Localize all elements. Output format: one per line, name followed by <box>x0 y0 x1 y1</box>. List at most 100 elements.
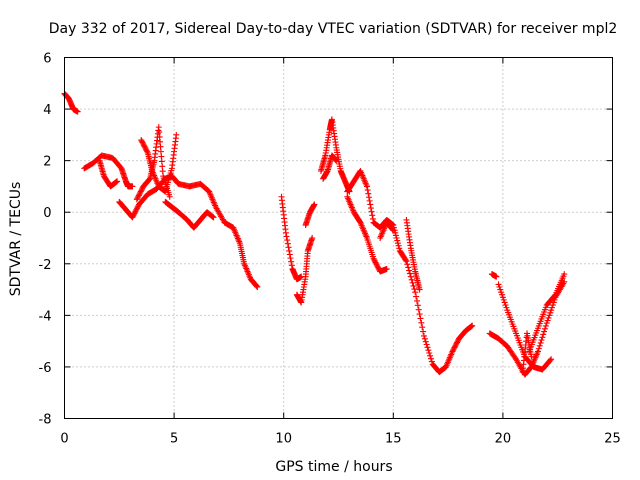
y-axis-title: SDTVAR / TECUs <box>8 182 24 297</box>
data-point <box>140 142 147 149</box>
data-point <box>541 328 548 335</box>
data-point <box>367 205 374 212</box>
data-series-t8 <box>278 193 305 283</box>
data-point <box>114 178 121 185</box>
data-point <box>423 341 430 348</box>
data-point <box>452 342 459 349</box>
data-point <box>135 193 142 200</box>
data-point <box>534 348 541 355</box>
data-point <box>499 291 506 298</box>
data-point <box>137 188 144 195</box>
data-point <box>501 299 508 306</box>
data-point <box>373 262 380 269</box>
data-point <box>542 322 549 329</box>
data-point <box>166 193 173 200</box>
data-point <box>396 245 403 252</box>
data-series-t13 <box>344 167 476 376</box>
data-point <box>144 148 151 155</box>
data-point <box>367 201 374 208</box>
data-series-t15 <box>377 219 397 241</box>
data-point <box>140 140 147 147</box>
data-point <box>535 345 542 352</box>
data-point <box>425 347 432 354</box>
data-point <box>287 255 294 262</box>
data-point <box>409 279 416 286</box>
data-point <box>503 304 510 311</box>
data-point <box>283 233 290 240</box>
data-point <box>133 196 140 203</box>
data-point <box>365 190 372 197</box>
data-point <box>309 235 316 241</box>
data-point <box>536 342 543 349</box>
data-series-t11 <box>317 116 353 195</box>
data-point <box>134 195 141 202</box>
data-point <box>136 191 143 198</box>
data-point <box>365 194 372 201</box>
data-point <box>210 214 217 221</box>
data-point <box>538 337 545 344</box>
data-series-t2 <box>81 152 136 190</box>
data-point <box>311 201 318 208</box>
data-point <box>130 211 137 218</box>
data-series-t10 <box>302 201 318 229</box>
data-point <box>450 347 457 354</box>
data-point <box>549 304 556 311</box>
data-point <box>372 259 379 266</box>
data-point <box>414 302 421 309</box>
data-point <box>453 340 460 347</box>
data-point <box>374 263 381 270</box>
data-point <box>404 261 411 268</box>
data-series-t19 <box>495 281 555 373</box>
data-point <box>133 206 140 213</box>
data-point <box>373 260 380 267</box>
data-point <box>407 273 414 280</box>
data-point <box>284 237 291 244</box>
data-point <box>131 210 138 217</box>
y-tick-labels: -8 -6 -4 -2 0 2 4 6 <box>39 52 52 428</box>
data-point <box>285 244 292 251</box>
data-point <box>138 187 145 194</box>
data-point <box>416 286 423 293</box>
data-point <box>135 192 142 199</box>
data-series-t7 <box>162 198 217 231</box>
data-point <box>539 334 546 341</box>
data-point <box>452 343 459 350</box>
data-point <box>364 187 371 194</box>
data-point <box>561 271 568 278</box>
data-point <box>132 207 139 214</box>
y-tick-label: -8 <box>39 413 52 428</box>
data-point <box>394 240 401 247</box>
data-point <box>495 281 502 288</box>
data-point <box>146 176 153 183</box>
data-point <box>420 328 427 335</box>
data-point <box>394 237 401 244</box>
data-point <box>389 226 396 233</box>
data-point <box>449 348 456 355</box>
data-series-t16 <box>403 216 423 293</box>
data-point <box>390 227 397 234</box>
data-point <box>139 186 146 193</box>
data-point <box>418 319 425 326</box>
data-point <box>426 350 433 357</box>
data-point <box>129 214 136 221</box>
x-tick-label: 20 <box>495 432 512 447</box>
data-point <box>499 294 506 301</box>
data-point <box>173 131 180 138</box>
data-point <box>427 352 434 359</box>
data-point <box>142 146 149 153</box>
data-point <box>132 209 139 216</box>
data-point <box>286 247 293 254</box>
data-series-t4 <box>116 173 261 290</box>
y-tick-label: -4 <box>39 309 52 324</box>
data-point <box>548 356 555 363</box>
data-point <box>500 296 507 303</box>
data-point <box>419 324 426 331</box>
data-point <box>498 289 505 296</box>
plot-frame <box>64 57 613 419</box>
data-point <box>286 251 293 258</box>
data-point <box>493 273 500 280</box>
data-series-t21 <box>519 330 535 376</box>
data-point <box>420 332 427 339</box>
data-point <box>288 262 295 269</box>
